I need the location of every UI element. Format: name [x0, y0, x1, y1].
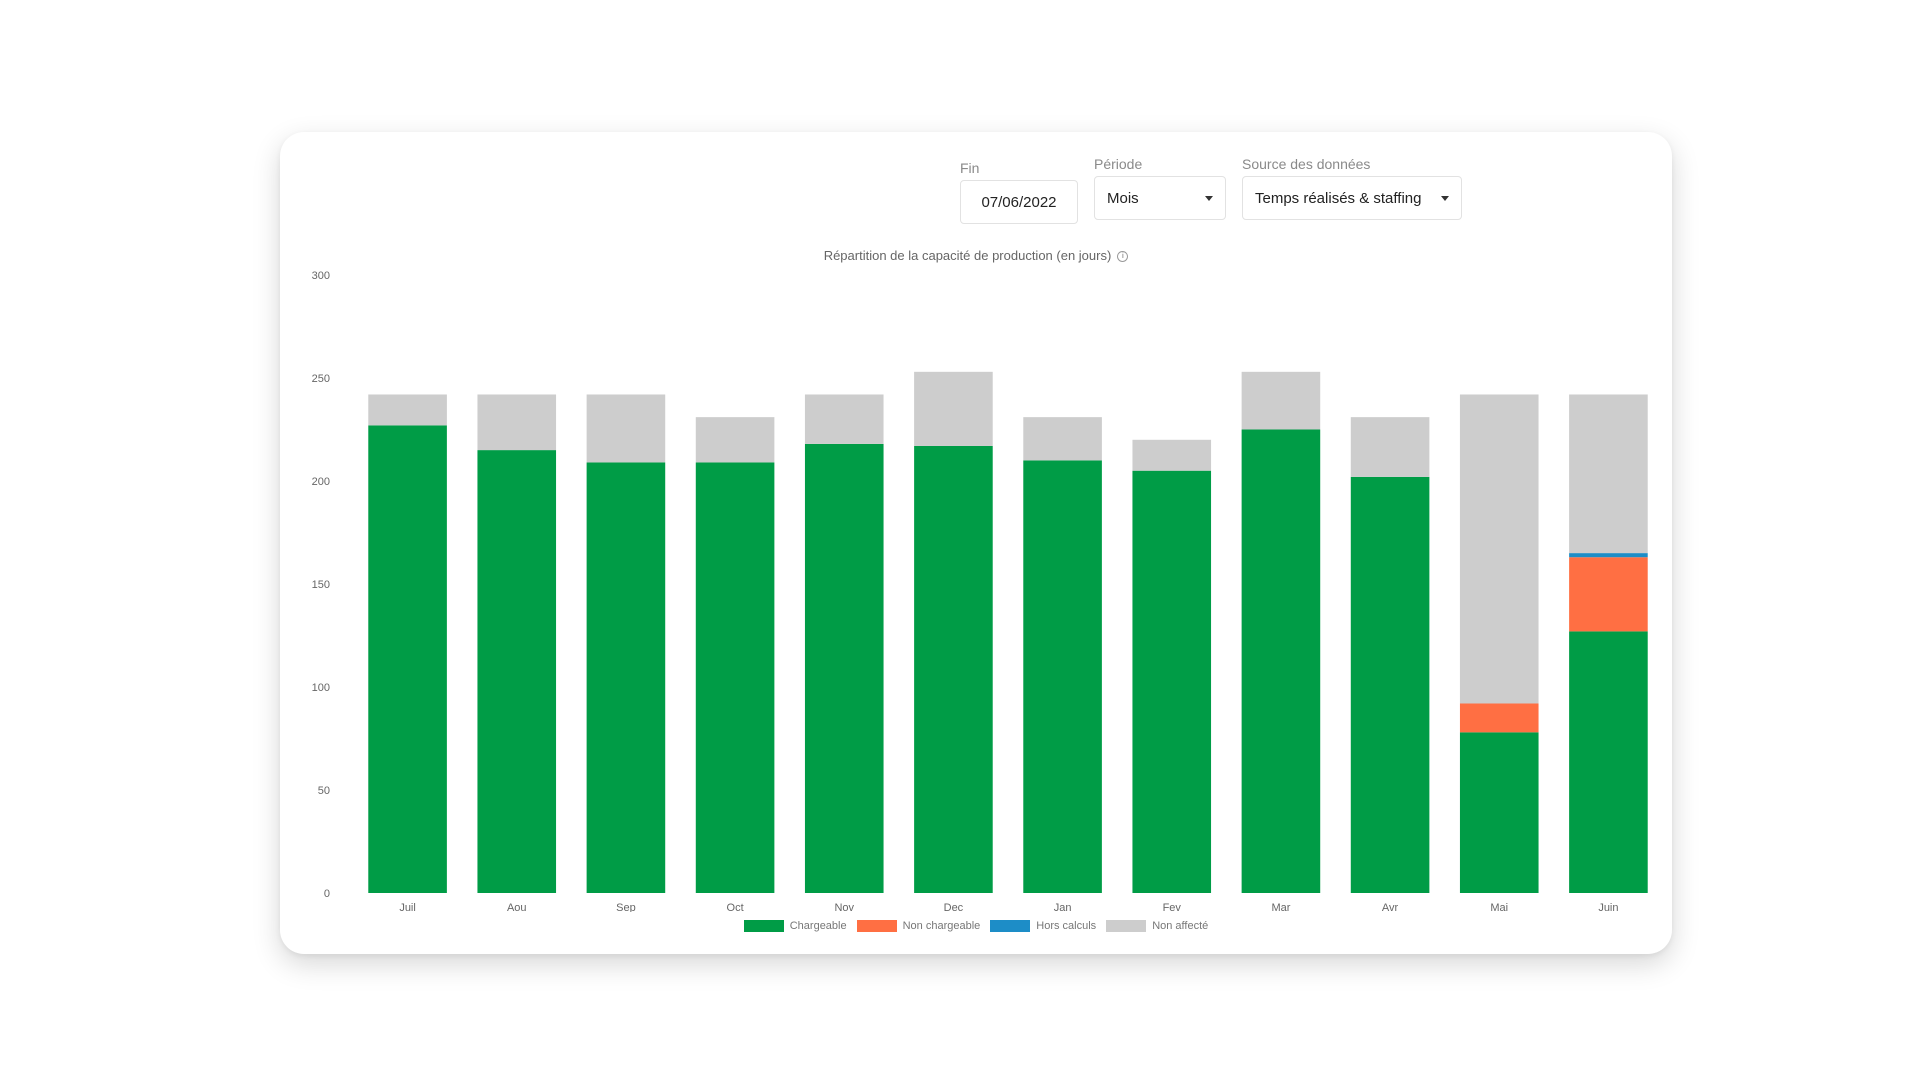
legend-label: Chargeable: [789, 920, 847, 932]
bar-chargeable-nov[interactable]: [804, 443, 884, 893]
y-tick-label: 100: [312, 682, 330, 694]
bar-non-affecte-oct[interactable]: [695, 417, 775, 463]
legend-swatch: [1106, 920, 1147, 932]
legend-item-chargeable[interactable]: Chargeable: [743, 920, 847, 932]
bar-non-affecte-nov[interactable]: [804, 394, 884, 444]
period-select[interactable]: Mois: [1094, 176, 1226, 220]
chart-card: Fin 07/06/2022 Période Mois Source des d…: [280, 132, 1672, 954]
bar-non-affecte-juil[interactable]: [368, 394, 447, 426]
x-tick-label: Fev: [1163, 902, 1182, 912]
bar-hors-calculs-juin[interactable]: [1569, 553, 1648, 558]
legend-swatch: [743, 920, 784, 932]
bar-chargeable-aou[interactable]: [477, 450, 557, 893]
end-date-input[interactable]: 07/06/2022: [960, 180, 1078, 224]
x-tick-label: Juil: [399, 902, 416, 912]
y-tick-label: 150: [312, 579, 330, 591]
bar-non-affecte-avr[interactable]: [1350, 417, 1430, 477]
bar-chargeable-sep[interactable]: [586, 462, 666, 893]
bar-non-affecte-juin[interactable]: [1569, 394, 1648, 554]
bar-chargeable-jan[interactable]: [1023, 460, 1102, 893]
chevron-down-icon: [1441, 195, 1449, 201]
legend-label: Non affecté: [1152, 920, 1209, 932]
x-tick-label: Avr: [1382, 902, 1399, 912]
legend-swatch: [990, 920, 1031, 932]
x-tick-label: Aou: [507, 902, 527, 912]
bar-non-affecte-jan[interactable]: [1023, 417, 1102, 461]
bar-chargeable-avr[interactable]: [1350, 476, 1430, 893]
bar-non-affecte-mai[interactable]: [1459, 394, 1539, 704]
bar-non-chargeable-mai[interactable]: [1459, 703, 1539, 733]
bar-non-affecte-mar[interactable]: [1241, 371, 1321, 430]
y-tick-label: 250: [312, 373, 330, 385]
bar-non-chargeable-juin[interactable]: [1569, 557, 1648, 632]
info-icon[interactable]: i: [1117, 251, 1129, 263]
x-tick-label: Juin: [1598, 902, 1618, 912]
y-tick-label: 200: [312, 476, 330, 488]
bar-non-affecte-sep[interactable]: [586, 394, 666, 463]
end-date-label: Fin: [960, 160, 980, 176]
legend-swatch: [856, 920, 897, 932]
legend-label: Hors calculs: [1036, 920, 1097, 932]
x-tick-label: Sep: [616, 902, 636, 912]
bar-chargeable-juin[interactable]: [1569, 631, 1648, 893]
source-value: Temps réalisés & staffing: [1255, 189, 1422, 207]
bar-non-affecte-fev[interactable]: [1132, 439, 1212, 471]
chart-title: Répartition de la capacité de production…: [280, 248, 1672, 263]
stacked-bar-chart: 0 50 100 150 200 250 300 Juil Aou Sep Oct Nov Dec Jan…: [312, 270, 1648, 912]
x-tick-label: Oct: [727, 902, 744, 912]
bar-chargeable-oct[interactable]: [695, 462, 775, 893]
source-label: Source des données: [1242, 156, 1371, 172]
x-tick-label: Mar: [1271, 902, 1290, 912]
end-date-value: 07/06/2022: [981, 193, 1057, 211]
legend-item-non-affecte[interactable]: Non affecté: [1106, 920, 1208, 932]
x-tick-label: Mai: [1490, 902, 1508, 912]
bar-chargeable-dec[interactable]: [914, 445, 993, 893]
bar-chargeable-juil[interactable]: [368, 425, 447, 893]
legend-item-hors-calculs[interactable]: Hors calculs: [990, 920, 1096, 932]
legend-item-non-chargeable[interactable]: Non chargeable: [856, 920, 981, 932]
bar-chargeable-mai[interactable]: [1459, 732, 1539, 893]
chart-title-text: Répartition de la capacité de production…: [823, 248, 1112, 263]
x-tick-label: Nov: [834, 902, 854, 912]
chart-legend: Chargeable Non chargeable Hors calculs Non …: [280, 920, 1672, 932]
bar-chargeable-mar[interactable]: [1241, 429, 1321, 894]
bar-non-affecte-aou[interactable]: [477, 394, 557, 451]
period-label: Période: [1094, 156, 1143, 172]
bar-non-affecte-dec[interactable]: [914, 371, 993, 446]
y-tick-label: 0: [324, 888, 330, 900]
legend-label: Non chargeable: [902, 920, 981, 932]
period-value: Mois: [1107, 189, 1139, 207]
bar-chargeable-fev[interactable]: [1132, 470, 1212, 893]
x-tick-label: Dec: [944, 902, 964, 912]
x-tick-label: Jan: [1054, 902, 1072, 912]
y-tick-label: 300: [312, 270, 330, 282]
chevron-down-icon: [1205, 195, 1213, 201]
y-tick-label: 50: [318, 785, 330, 797]
source-select[interactable]: Temps réalisés & staffing: [1242, 176, 1462, 220]
